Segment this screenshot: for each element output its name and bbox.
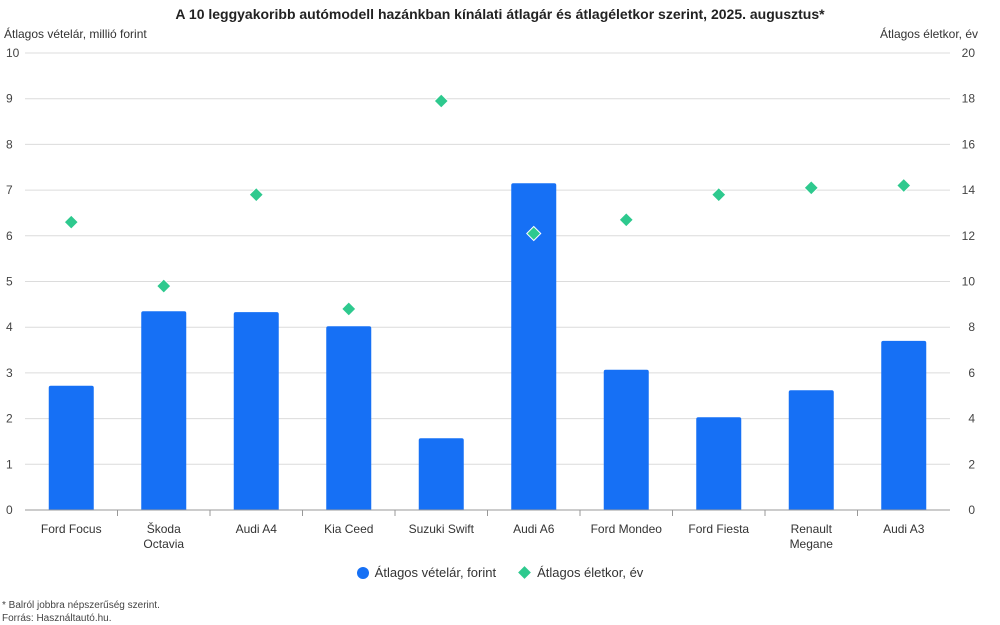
diamond-point <box>433 93 449 109</box>
bar <box>141 311 187 510</box>
bar-series <box>48 183 927 510</box>
right-tick-label: 16 <box>962 137 976 151</box>
x-tick-label: Octavia <box>143 537 184 551</box>
diamond-point <box>618 212 634 228</box>
diamond-point <box>63 214 79 230</box>
left-tick-label: 9 <box>6 92 13 106</box>
right-tick-label: 12 <box>962 229 976 243</box>
right-tick-label: 4 <box>968 412 975 426</box>
x-tick-label: Suzuki Swift <box>409 522 475 536</box>
diamond-point <box>248 186 264 203</box>
bar <box>48 385 94 510</box>
bar <box>788 390 834 510</box>
diamond-point <box>711 186 727 203</box>
x-tick-label: Ford Focus <box>41 522 102 536</box>
footnote: * Balról jobbra népszerűség szerint. <box>2 600 160 611</box>
bar <box>418 438 464 510</box>
x-tick-label: Megane <box>790 537 834 551</box>
circle-icon <box>356 566 369 579</box>
chart-title: A 10 leggyakoribb autómodell hazánkban k… <box>175 6 825 22</box>
diamond-icon <box>518 566 531 579</box>
legend-label-price: Átlagos vételár, forint <box>374 565 497 580</box>
source-note: Forrás: Használtautó.hu. <box>2 613 112 624</box>
left-tick-label: 4 <box>6 320 13 334</box>
right-axis-ticks: 0 2 4 6 8 10 12 14 16 18 20 <box>962 46 976 517</box>
x-tick-label: Ford Fiesta <box>688 522 749 536</box>
legend: Átlagos vételár, forint Átlagos életkor,… <box>0 565 1000 580</box>
x-tick-label: Renault <box>791 522 833 536</box>
bar <box>881 340 927 510</box>
left-tick-label: 1 <box>6 457 13 471</box>
legend-label-age: Átlagos életkor, év <box>537 565 644 580</box>
right-tick-label: 10 <box>962 275 976 289</box>
bar <box>696 417 742 510</box>
bar <box>511 183 557 510</box>
diamond-point <box>526 225 542 242</box>
diamond-point <box>156 278 172 294</box>
bar <box>326 326 372 510</box>
bar <box>233 312 279 510</box>
legend-item-age[interactable]: Átlagos életkor, év <box>518 565 643 580</box>
right-tick-label: 20 <box>962 46 976 60</box>
right-tick-label: 0 <box>968 503 975 517</box>
x-tick-label: Kia Ceed <box>324 522 373 536</box>
left-tick-label: 0 <box>6 503 13 517</box>
x-tick-label: Audi A6 <box>513 522 555 536</box>
diamond-series <box>63 93 912 317</box>
bar <box>603 369 649 510</box>
left-axis-ticks: 0 1 2 3 4 5 6 7 8 9 10 <box>6 46 20 517</box>
x-tick-label: Audi A4 <box>236 522 278 536</box>
x-tick-label: Audi A3 <box>883 522 925 536</box>
right-axis-label: Átlagos életkor, év <box>879 27 978 41</box>
left-tick-label: 7 <box>6 183 13 197</box>
left-tick-label: 3 <box>6 366 13 380</box>
diamond-point <box>341 301 357 317</box>
right-tick-label: 14 <box>962 183 976 197</box>
right-tick-label: 2 <box>968 457 975 471</box>
right-tick-label: 6 <box>968 366 975 380</box>
left-tick-label: 8 <box>6 137 13 151</box>
left-tick-label: 10 <box>6 46 20 60</box>
right-tick-label: 18 <box>962 92 976 106</box>
legend-item-price[interactable]: Átlagos vételár, forint <box>356 565 497 580</box>
diamond-point <box>896 177 912 194</box>
left-tick-label: 2 <box>6 412 13 426</box>
left-tick-label: 5 <box>6 275 13 289</box>
diamond-point <box>803 180 819 196</box>
left-axis-label: Átlagos vételár, millió forint <box>4 27 147 41</box>
x-tick-label: Škoda <box>147 521 181 536</box>
left-tick-label: 6 <box>6 229 13 243</box>
x-tick-label: Ford Mondeo <box>591 522 663 536</box>
right-tick-label: 8 <box>968 320 975 334</box>
